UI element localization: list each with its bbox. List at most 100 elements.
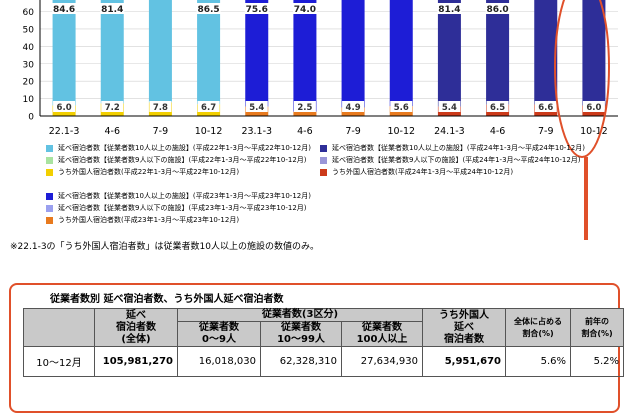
legend-swatch xyxy=(320,144,327,152)
y-tick-label: 0 xyxy=(28,113,34,123)
legend-item: 延べ宿泊者数【従業者数10人以上の施設】(平成23年1-3月～平成23年10-1… xyxy=(46,190,311,202)
bar-label-bg xyxy=(485,3,510,14)
small-value-label: 6.0 xyxy=(586,103,601,113)
small-label-bg xyxy=(293,101,316,112)
legend-label: うち外国人宿泊者数(平成22年1-3月～平成22年10-12月) xyxy=(58,168,240,176)
cell-c2: 62,328,310 xyxy=(260,346,342,377)
legend-item: 延べ宿泊者数【従業者数9人以下の施設】(平成22年1-3月～平成22年10-12… xyxy=(46,154,311,166)
bar-value-label: 86.5 xyxy=(197,5,219,15)
small-value-label: 4.9 xyxy=(346,103,361,113)
small-label-bg xyxy=(486,101,509,112)
footnote: ※22.1-3の「うち外国人宿泊者数」は従業者数10人以上の施設の数値のみ。 xyxy=(10,242,320,252)
x-tick-label: 22.1-3 xyxy=(49,126,80,137)
legend-label: 延べ宿泊者数【従業者数10人以上の施設】(平成24年1-3月～平成24年10-1… xyxy=(332,144,585,152)
small-label-bg xyxy=(101,101,124,112)
bar-label-bg xyxy=(52,3,77,14)
bar-value-label: 81.4 xyxy=(438,5,460,15)
bar-total xyxy=(534,0,558,105)
legend-item: うち外国人宿泊者数(平成24年1-3月～平成24年10-12月) xyxy=(320,166,585,178)
bar-total xyxy=(389,0,413,107)
small-label-bg xyxy=(534,101,557,112)
legend-item: うち外国人宿泊者数(平成23年1-3月～平成23年10-12月) xyxy=(46,214,311,226)
header-total: 延べ 宿泊者数 (全体) xyxy=(94,308,178,347)
header-c3: 従業者数 100人以上 xyxy=(341,321,423,347)
y-tick-label: 20 xyxy=(23,78,35,88)
legend-swatch xyxy=(320,168,327,176)
bar-total xyxy=(100,0,124,104)
bar-chart: 6.0 84.6 7.2 81.4 7.8 6.7 86.5 5.4 75.6 2.5 74.0 4.… xyxy=(23,0,618,240)
x-tick-label: 4-6 xyxy=(490,126,506,137)
y-tick-label: 60 xyxy=(23,8,35,18)
y-tick-label: 40 xyxy=(23,43,35,53)
legend-label: 延べ宿泊者数【従業者数9人以下の施設】(平成24年1-3月～平成24年10-12… xyxy=(332,156,581,164)
x-tick-label: 4-6 xyxy=(297,126,313,137)
x-tick-label: 10-12 xyxy=(195,126,223,137)
legend-label: 延べ宿泊者数【従業者数9人以下の施設】(平成23年1-3月～平成23年10-12… xyxy=(58,204,307,212)
cell-c3: 27,634,930 xyxy=(341,346,423,377)
small-value-label: 2.5 xyxy=(297,103,312,113)
grid xyxy=(40,11,618,99)
small-label-bg xyxy=(149,101,172,112)
cell-share: 5.6% xyxy=(505,346,571,377)
legend-item: 延べ宿泊者数【従業者数9人以下の施設】(平成24年1-3月～平成24年10-12… xyxy=(320,154,585,166)
cell-prev: 5.2% xyxy=(570,346,624,377)
small-label-bg xyxy=(438,101,461,112)
legend-swatch xyxy=(46,168,53,176)
bar-label-bg xyxy=(244,3,269,14)
small-value-label: 5.4 xyxy=(442,103,457,113)
bar-value-label: 75.6 xyxy=(246,5,268,15)
legend-swatch xyxy=(46,144,53,152)
legend-label: うち外国人宿泊者数(平成24年1-3月～平成24年10-12月) xyxy=(332,168,514,176)
small-label-bg xyxy=(197,101,220,112)
header-prev: 前年の 割合(%) xyxy=(570,308,624,347)
bar-value-label: 86.0 xyxy=(486,5,508,15)
bar-value-label: 81.4 xyxy=(101,5,123,15)
bar-label-bg xyxy=(100,3,125,14)
legend-label: 延べ宿泊者数【従業者数10人以上の施設】(平成23年1-3月～平成23年10-1… xyxy=(58,192,311,200)
bar-total xyxy=(148,0,172,103)
legend-left: 延べ宿泊者数【従業者数10人以上の施設】(平成22年1-3月～平成22年10-1… xyxy=(46,142,311,226)
x-tick-label: 10-12 xyxy=(580,126,608,137)
small-value-label: 6.6 xyxy=(538,103,553,113)
bar-label-bg xyxy=(292,3,317,14)
small-label-bg xyxy=(390,101,413,112)
bar-foreign xyxy=(293,111,317,116)
legend-swatch xyxy=(46,192,53,200)
x-tick-label: 10-12 xyxy=(387,126,415,137)
bar-total xyxy=(582,0,606,106)
legend-swatch xyxy=(46,156,53,164)
legend-swatch xyxy=(46,204,53,212)
small-label-bg xyxy=(342,101,365,112)
stats-table: 延べ 宿泊者数 (全体) 従業者数(3区分) うち外国人 延べ 宿泊者数 全体に占める割… xyxy=(23,308,624,377)
small-label-bg xyxy=(53,101,76,112)
legend-item xyxy=(46,178,311,190)
table-header-row-1: 延べ 宿泊者数 (全体) 従業者数(3区分) うち外国人 延べ 宿泊者数 全体に占める割… xyxy=(23,308,624,347)
y-tick-label: 10 xyxy=(23,95,35,105)
bar-total xyxy=(437,0,461,107)
bar-label-bg xyxy=(437,3,462,14)
bar-total xyxy=(197,0,221,105)
header-share: 全体に占める 割合(%) xyxy=(505,308,571,347)
table-title: 従業者数別 延べ宿泊者数、うち外国人延べ宿泊者数 xyxy=(50,294,284,305)
x-tick-label: 7-9 xyxy=(345,126,361,137)
legend-item: 延べ宿泊者数【従業者数9人以下の施設】(平成23年1-3月～平成23年10-12… xyxy=(46,202,311,214)
legend-item: 延べ宿泊者数【従業者数10人以上の施設】(平成24年1-3月～平成24年10-1… xyxy=(320,142,585,154)
legend-item: 延べ宿泊者数【従業者数10人以上の施設】(平成22年1-3月～平成22年10-1… xyxy=(46,142,311,154)
x-tick-label: 23.1-3 xyxy=(241,126,272,137)
legend-right: 延べ宿泊者数【従業者数10人以上の施設】(平成24年1-3月～平成24年10-1… xyxy=(320,142,585,178)
bar-total xyxy=(293,0,317,112)
legend-swatch xyxy=(46,216,53,224)
legend-item: うち外国人宿泊者数(平成22年1-3月～平成22年10-12月) xyxy=(46,166,311,178)
header-c2: 従業者数 10～99人 xyxy=(260,321,342,347)
bar-value-label: 74.0 xyxy=(294,5,316,15)
small-value-label: 6.5 xyxy=(490,103,505,113)
small-value-label: 5.6 xyxy=(394,103,409,113)
legend-label: 延べ宿泊者数【従業者数9人以下の施設】(平成22年1-3月～平成22年10-12… xyxy=(58,156,307,164)
bar-total xyxy=(52,0,76,106)
highlight-ellipse xyxy=(554,0,610,158)
cell-total: 105,981,270 xyxy=(94,346,178,377)
y-tick-label: 30 xyxy=(23,60,35,70)
header-group: 従業者数(3区分) xyxy=(177,308,423,322)
y-tick-label: 50 xyxy=(23,25,35,35)
x-tick-label: 24.1-3 xyxy=(434,126,465,137)
